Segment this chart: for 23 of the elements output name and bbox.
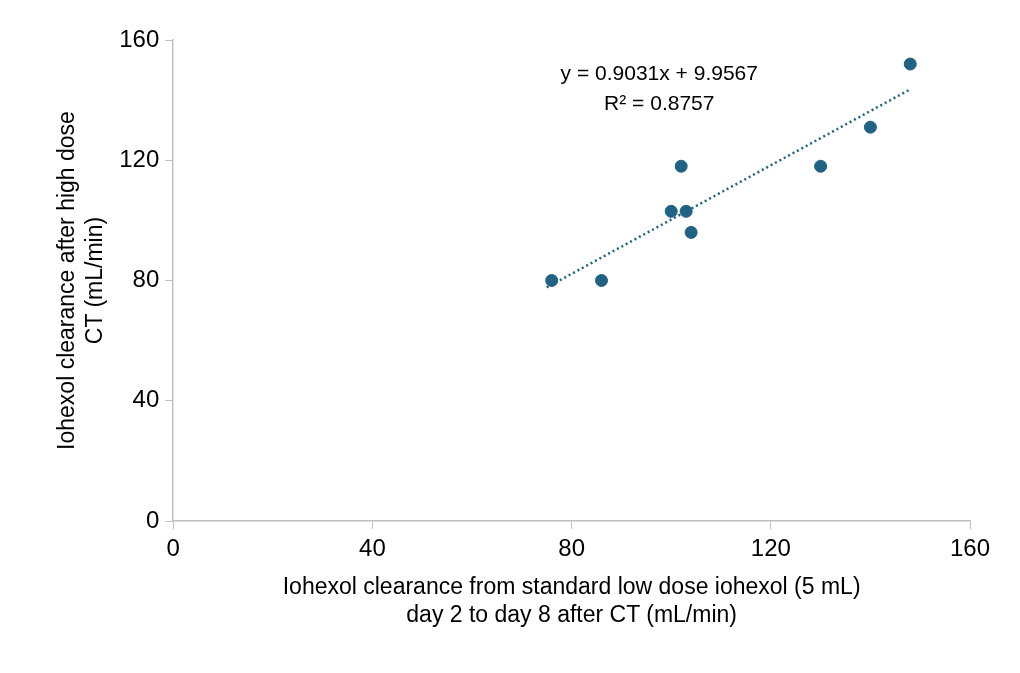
x-tick-label: 40 [359, 534, 386, 562]
x-tick-label: 120 [750, 534, 791, 562]
y-tick-label: 40 [132, 385, 160, 413]
x-tick-label: 80 [558, 534, 585, 562]
annotation: R² = 0.8757 [604, 91, 715, 114]
x-tick-label: 160 [949, 534, 991, 562]
point [684, 225, 698, 239]
y-tick-label: 0 [145, 505, 160, 533]
y-tick-label: 80 [132, 265, 160, 293]
point [679, 204, 693, 218]
y-axis-title: Iohexol clearance after high dose CT (mL/min) [53, 111, 107, 450]
y-tick-label: 160 [119, 24, 160, 52]
x-tick-label: 0 [166, 534, 180, 562]
point [863, 120, 877, 134]
x-axis-title: Iohexol clearance from standard low dose iohexol (5 mL) day 2 to day 8 after CT (mL/min) [282, 572, 861, 627]
point [595, 274, 608, 287]
point [814, 159, 828, 173]
point [903, 57, 917, 71]
y-tick-label: 120 [119, 144, 160, 172]
point [664, 204, 678, 218]
point [545, 274, 559, 287]
annotation: y = 0.9031x + 9.9567 [560, 61, 758, 84]
point [674, 159, 688, 173]
